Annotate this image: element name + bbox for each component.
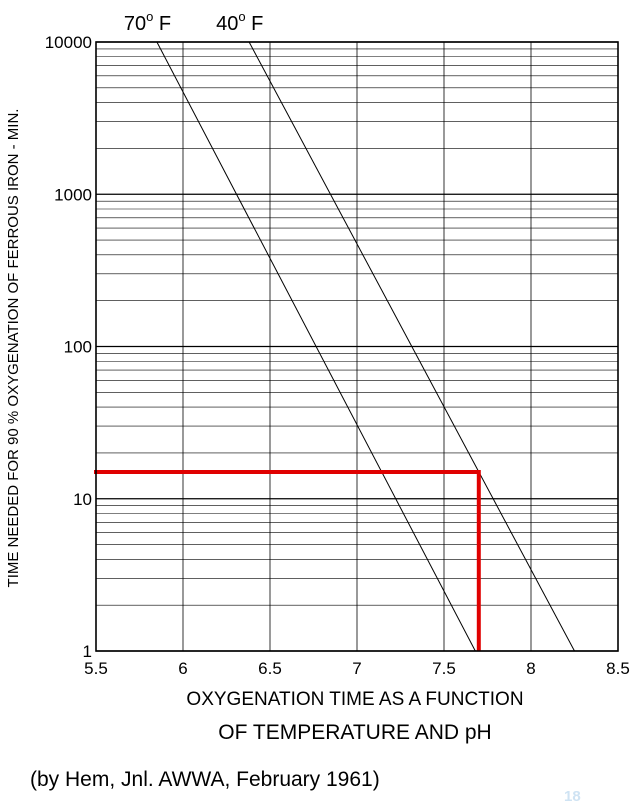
y-tick-label: 10 xyxy=(73,490,92,509)
x-tick-label: 6 xyxy=(178,659,187,678)
x-tick-label: 6.5 xyxy=(258,659,282,678)
y-tick-label: 1000 xyxy=(54,185,92,204)
chart-subtitle: OF TEMPERATURE AND pH xyxy=(218,721,492,744)
y-tick-label: 10000 xyxy=(45,33,92,52)
x-tick-label: 8 xyxy=(526,659,535,678)
y-axis-label: TIME NEEDED FOR 90 % OXYGENATION OF FERR… xyxy=(5,109,22,588)
series-label-1: 40o F xyxy=(216,9,263,35)
x-tick-label: 8.5 xyxy=(606,659,630,678)
page-number: 18 xyxy=(564,788,581,805)
y-tick-labels: 1 10 100 1000 10000 xyxy=(45,33,92,661)
chart-title: OXYGENATION TIME AS A FUNCTION xyxy=(186,689,524,710)
y-tick-label: 100 xyxy=(64,338,92,357)
x-tick-labels: 5.5 6 6.5 7 7.5 8 8.5 xyxy=(84,659,630,678)
series-line-0 xyxy=(156,41,476,652)
x-tick-label: 7 xyxy=(352,659,361,678)
chart-series xyxy=(156,41,575,652)
series-labels: 70o F 40o F xyxy=(124,9,263,35)
x-tick-label: 5.5 xyxy=(84,659,108,678)
x-tick-label: 7.5 xyxy=(432,659,456,678)
series-label-0: 70o F xyxy=(124,9,171,35)
plot-frame xyxy=(95,41,619,652)
chart-grid xyxy=(95,41,619,652)
chart-annotations xyxy=(94,469,481,651)
source-credit: (by Hem, Jnl. AWWA, February 1961) xyxy=(30,768,380,791)
series-line-1 xyxy=(248,41,575,652)
y-tick-label: 1 xyxy=(83,642,92,661)
